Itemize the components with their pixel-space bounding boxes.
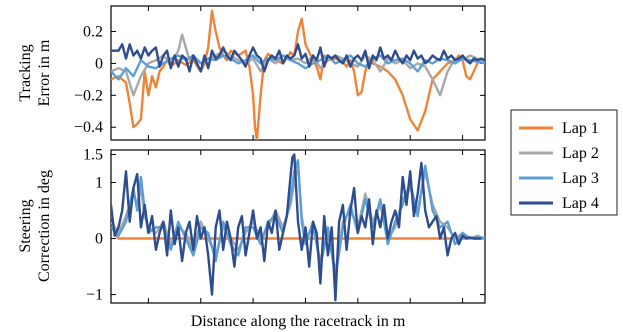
legend-items: Lap 1 Lap 2 Lap 3 Lap 4 bbox=[519, 120, 599, 212]
legend: Lap 1 Lap 2 Lap 3 Lap 4 bbox=[510, 109, 618, 216]
tracking-error-ytick-label: 0.2 bbox=[83, 24, 103, 41]
steering-correction-ytick-label: 1 bbox=[95, 175, 103, 192]
steering-correction-axes-frame bbox=[110, 149, 486, 304]
steering-correction-panel: 1.5 1 0 −1 Steering Correction in deg bbox=[17, 146, 486, 304]
tracking-error-ylabel-line1: Tracking bbox=[17, 44, 34, 101]
steering-correction-series-lap-4 bbox=[111, 153, 482, 302]
steering-correction-ylabel-line2: Correction in deg bbox=[36, 170, 53, 282]
steering-correction-ytick-label: 0 bbox=[95, 231, 103, 248]
steering-correction-ytick-label: 1.5 bbox=[83, 146, 103, 163]
tracking-error-series-lap-1 bbox=[111, 9, 485, 140]
tracking-error-lines bbox=[111, 9, 485, 140]
steering-correction-ylabel-line1: Steering bbox=[17, 199, 34, 252]
legend-label-lap-2: Lap 2 bbox=[562, 145, 599, 162]
tracking-error-ytick-label: −0.2 bbox=[74, 87, 103, 104]
legend-label-lap-3: Lap 3 bbox=[562, 170, 599, 187]
steering-correction-lines bbox=[111, 153, 485, 302]
tracking-error-ylabel-line2: Error in m bbox=[36, 39, 53, 106]
tracking-error-panel: 0.2 0 −0.2 −0.4 Tracking Error in m bbox=[17, 5, 486, 141]
legend-label-lap-1: Lap 1 bbox=[562, 120, 599, 137]
steering-correction-ticks: 1.5 1 0 −1 bbox=[83, 146, 485, 304]
tracking-error-ytick-label: −0.4 bbox=[74, 119, 103, 136]
steering-correction-ytick-label: −1 bbox=[86, 287, 103, 304]
tracking-error-ytick-label: 0 bbox=[95, 55, 103, 72]
tracking-error-ticks: 0.2 0 −0.2 −0.4 bbox=[74, 6, 485, 140]
tracking-error-series-lap-4 bbox=[111, 43, 485, 73]
legend-label-lap-4: Lap 4 bbox=[562, 195, 599, 212]
x-axis-label: Distance along the racetrack in m bbox=[191, 313, 406, 330]
